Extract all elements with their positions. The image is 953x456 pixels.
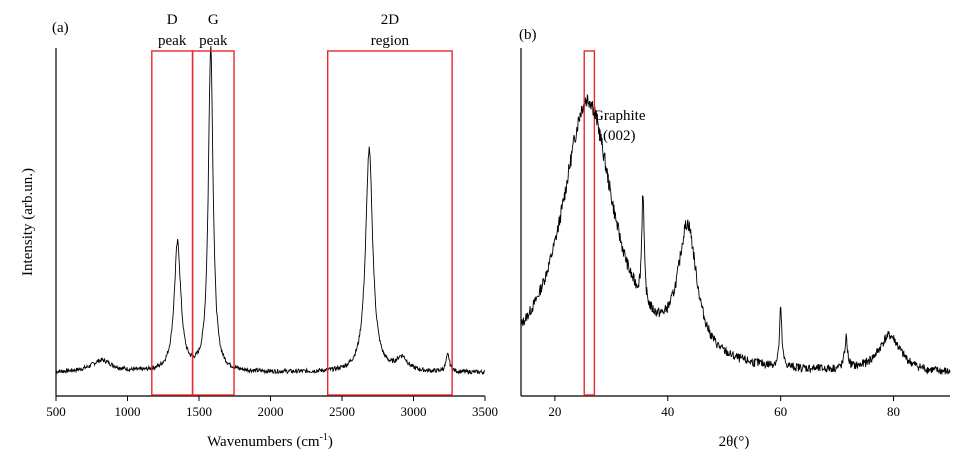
- graphite-annotation-line1: Graphite: [593, 108, 646, 124]
- panel-a-box-label-line1: G: [208, 12, 219, 28]
- panel-a-x-ticks: 500 1000 1500 2000 2500 3000 3500: [46, 396, 498, 419]
- panel-a-x-tick-label: 3000: [401, 404, 427, 419]
- graphite-annotation-line2: (002): [603, 128, 636, 144]
- panel-b-x-tick-label: 80: [887, 404, 900, 419]
- panel-a-y-axis-label: Intensity (arb.un.): [20, 168, 36, 276]
- panel-b: (b) 20 40 60 80 Graphite (002) 2θ(°): [519, 27, 951, 450]
- panel-a-x-axis-label: Wavenumbers (cm-1): [207, 432, 333, 450]
- panel-a-box-label-line1: 2D: [381, 12, 400, 28]
- panel-a-highlight-box: [327, 50, 453, 396]
- panel-b-boxes: [583, 50, 596, 396]
- panel-a-x-tick-label: 1000: [115, 404, 141, 419]
- panel-a-box-label-line2: peak: [158, 33, 187, 49]
- panel-a-box-label-line1: D: [167, 12, 178, 28]
- panel-a-highlight-box: [151, 50, 194, 396]
- panel-b-label: (b): [519, 27, 537, 43]
- panel-a-x-tick-label: 2000: [258, 404, 284, 419]
- panel-a-box-label-line2: peak: [199, 33, 228, 49]
- panel-a-x-tick-label: 1500: [186, 404, 212, 419]
- panel-b-x-tick-label: 40: [661, 404, 674, 419]
- panel-a-label: (a): [52, 20, 69, 36]
- panel-a-x-tick-label: 3500: [472, 404, 498, 419]
- panel-a-x-tick-label: 2500: [329, 404, 355, 419]
- panel-b-x-ticks: 20 40 60 80: [548, 396, 900, 419]
- panel-a-x-tick-label: 500: [46, 404, 66, 419]
- panel-a-spectrum-line: [55, 46, 486, 376]
- panel-b-x-axis-label: 2θ(°): [719, 434, 750, 450]
- panel-a-box-label-line2: region: [371, 33, 410, 49]
- panel-a-highlight-box: [191, 50, 235, 396]
- panel-b-highlight-box: [583, 50, 596, 396]
- panel-b-spectrum-line: [520, 94, 951, 376]
- panel-b-x-tick-label: 60: [774, 404, 787, 419]
- panel-b-x-tick-label: 20: [548, 404, 561, 419]
